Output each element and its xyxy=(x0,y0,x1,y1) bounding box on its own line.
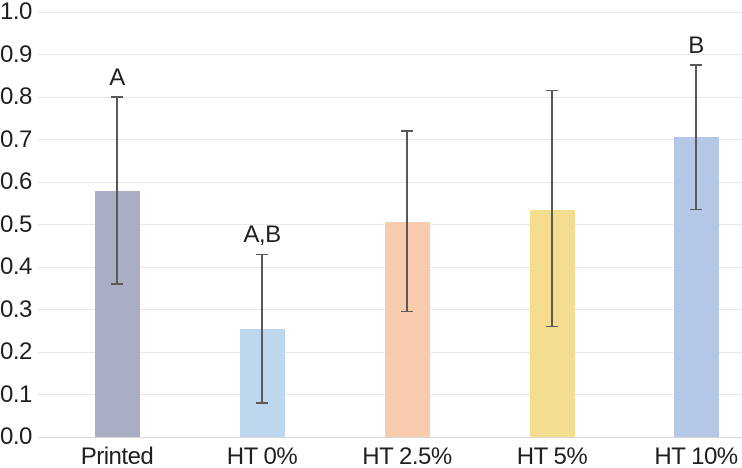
error-cap-bottom-printed xyxy=(111,283,123,285)
gridline xyxy=(38,54,742,55)
significance-letter-ht-10: B xyxy=(688,32,704,60)
y-tick-label: 0.0 xyxy=(0,423,32,450)
x-tick-label-printed: Printed xyxy=(80,443,154,468)
x-tick-label-ht-5: HT 5% xyxy=(516,443,588,468)
error-cap-bottom-ht-10 xyxy=(690,208,702,211)
y-tick-label: 1.0 xyxy=(0,0,32,25)
error-bar-ht-2-5 xyxy=(406,131,408,312)
error-cap-bottom-ht-0 xyxy=(256,402,268,404)
gridline xyxy=(38,96,742,98)
significance-letter-printed: A xyxy=(109,64,125,91)
y-tick-label: 0.9 xyxy=(0,40,32,68)
y-tick-label: 0.5 xyxy=(0,210,32,238)
y-tick-label: 0.6 xyxy=(0,168,32,195)
error-bar-printed xyxy=(116,97,118,284)
gridline xyxy=(38,11,742,13)
y-tick-label: 0.1 xyxy=(0,380,32,408)
y-tick-label: 0.8 xyxy=(0,83,32,110)
gridline xyxy=(38,139,742,140)
error-cap-bottom-ht-2-5 xyxy=(401,310,413,313)
error-bar-ht-0 xyxy=(261,254,263,403)
error-bar-ht-10 xyxy=(695,65,697,210)
significance-letter-ht-0: A,B xyxy=(243,221,281,249)
y-tick-label: 0.4 xyxy=(0,253,32,280)
gridline xyxy=(38,181,742,183)
x-axis-line xyxy=(38,436,742,438)
y-tick-label: 0.3 xyxy=(0,295,32,323)
x-tick-label-ht-2-5: HT 2.5% xyxy=(362,443,452,468)
x-tick-label-ht-10: HT 10% xyxy=(654,443,738,468)
y-tick-label: 0.7 xyxy=(0,125,32,153)
error-bar-ht-5 xyxy=(551,90,553,327)
error-cap-top-ht-5 xyxy=(546,89,558,92)
y-tick-label: 0.2 xyxy=(0,338,32,365)
x-tick-label-ht-0: HT 0% xyxy=(226,443,298,468)
error-cap-bottom-ht-5 xyxy=(546,325,558,328)
error-cap-top-ht-0 xyxy=(256,253,268,255)
error-cap-top-ht-10 xyxy=(690,64,702,66)
error-cap-top-printed xyxy=(111,96,123,98)
error-cap-top-ht-2-5 xyxy=(401,130,413,132)
